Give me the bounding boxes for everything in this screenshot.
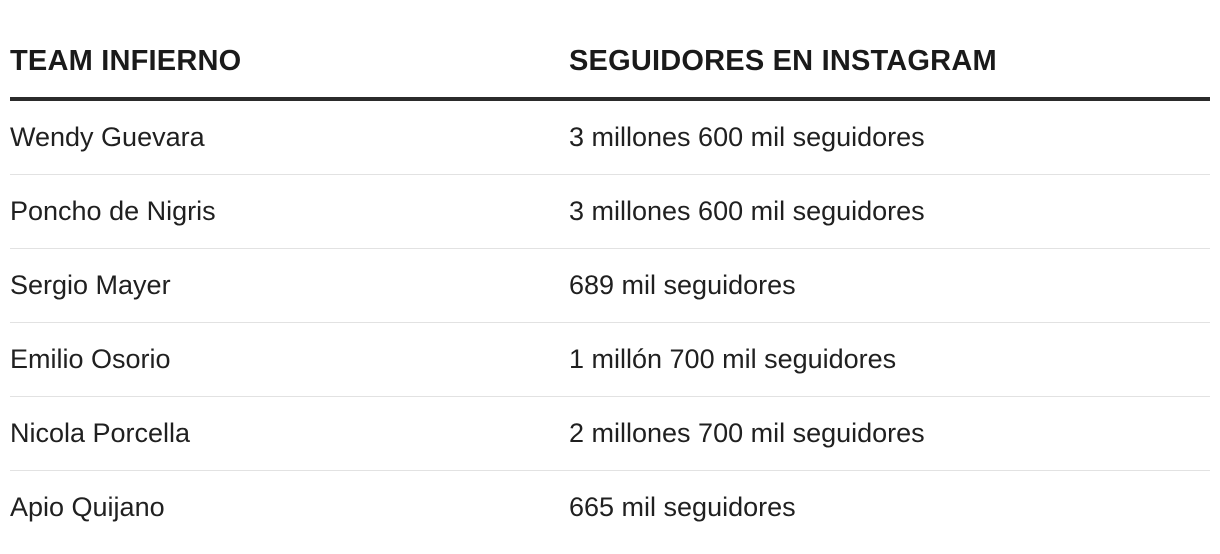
follower-count: 689 mil seguidores — [569, 248, 1210, 323]
table-row: Emilio Osorio 1 millón 700 mil seguidore… — [10, 322, 1210, 397]
follower-count: 2 millones 700 mil seguidores — [569, 396, 1210, 471]
follower-count: 3 millones 600 mil seguidores — [569, 99, 1210, 175]
follower-count: 3 millones 600 mil seguidores — [569, 174, 1210, 249]
table-row: Sergio Mayer 689 mil seguidores — [10, 248, 1210, 323]
table-header: TEAM INFIERNO SEGUIDORES EN INSTAGRAM — [10, 26, 1210, 101]
member-name: Emilio Osorio — [10, 322, 569, 397]
member-name: Wendy Guevara — [10, 99, 569, 175]
table-row: Poncho de Nigris 3 millones 600 mil segu… — [10, 174, 1210, 249]
member-name: Nicola Porcella — [10, 396, 569, 471]
follower-count: 1 millón 700 mil seguidores — [569, 322, 1210, 397]
table-row: Nicola Porcella 2 millones 700 mil segui… — [10, 396, 1210, 471]
table-row: Wendy Guevara 3 millones 600 mil seguido… — [10, 99, 1210, 175]
table-body: Wendy Guevara 3 millones 600 mil seguido… — [10, 99, 1210, 544]
followers-table-container: TEAM INFIERNO SEGUIDORES EN INSTAGRAM We… — [10, 26, 1210, 544]
follower-count: 665 mil seguidores — [569, 492, 796, 522]
table-row: Apio Quijano 665 mil seguidores — [10, 471, 1210, 545]
member-name: Apio Quijano — [10, 492, 165, 522]
member-name: Sergio Mayer — [10, 248, 569, 323]
column-header-team: TEAM INFIERNO — [10, 26, 569, 101]
member-name: Poncho de Nigris — [10, 174, 569, 249]
column-header-followers: SEGUIDORES EN INSTAGRAM — [569, 26, 1210, 101]
followers-table: TEAM INFIERNO SEGUIDORES EN INSTAGRAM We… — [10, 26, 1210, 544]
header-row: TEAM INFIERNO SEGUIDORES EN INSTAGRAM — [10, 26, 1210, 101]
